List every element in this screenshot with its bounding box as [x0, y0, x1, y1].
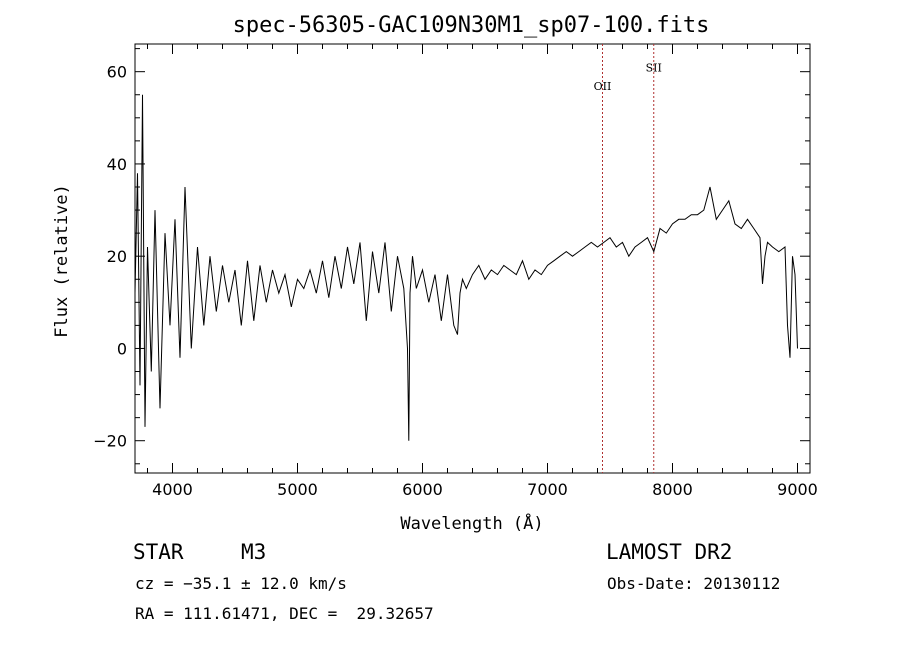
chart-title: spec-56305-GAC109N30M1_sp07-100.fits: [233, 13, 710, 38]
object-type: STAR: [133, 540, 184, 564]
x-tick-label: 9000: [777, 480, 818, 499]
plot-frame: [134, 43, 811, 474]
y-tick-label: 40: [107, 155, 127, 174]
x-tick-label: 5000: [277, 480, 318, 499]
coordinates: RA = 111.61471, DEC = 29.32657: [135, 604, 434, 623]
x-tick-label: 4000: [152, 480, 193, 499]
x-axis-label: Wavelength (Å): [400, 512, 543, 534]
y-tick-label: 20: [107, 247, 127, 266]
line-marker-label: OII: [594, 80, 612, 93]
object-subclass: M3: [241, 540, 267, 564]
axis-ticks: 4000 5000 6000 7000 8000 9000 −20 0 20 40 60: [93, 44, 818, 499]
x-tick-label: 6000: [402, 480, 443, 499]
y-tick-label: 0: [117, 339, 127, 358]
line-marker-label: SII: [646, 62, 662, 75]
spectrum-chart: spec-56305-GAC109N30M1_sp07-100.fits 400…: [52, 13, 818, 534]
redshift-velocity: cz = −35.1 ± 12.0 km/s: [135, 574, 347, 593]
x-tick-label: 7000: [527, 480, 568, 499]
spectrum-line: [134, 94, 798, 441]
y-tick-label: −20: [93, 432, 127, 451]
emission-line-markers: OII SII: [594, 44, 662, 473]
survey-name: LAMOST DR2: [606, 540, 733, 564]
y-axis-label: Flux (relative): [52, 184, 72, 338]
x-tick-label: 8000: [652, 480, 693, 499]
y-tick-label: 60: [107, 63, 127, 82]
observation-date: Obs-Date: 20130112: [607, 574, 781, 593]
